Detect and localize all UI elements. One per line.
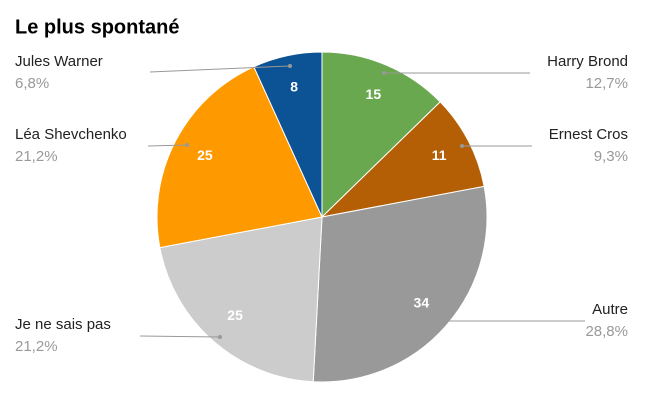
- slice-value-label: 25: [197, 147, 213, 163]
- pie-slice: [321, 51, 441, 219]
- percent-label: 21,2%: [15, 148, 58, 165]
- percent-label: 6,8%: [15, 75, 49, 92]
- pie-slice: [312, 185, 488, 383]
- legend-label: Jules Warner: [15, 53, 103, 70]
- percent-label: 28,8%: [585, 323, 628, 340]
- legend-label: Je ne sais pas: [15, 316, 111, 333]
- leader-line: [149, 65, 291, 73]
- slice-value-label: 15: [366, 86, 382, 102]
- legend-label: Léa Shevchenko: [15, 126, 127, 143]
- pie-slice: [156, 66, 323, 249]
- percent-label: 12,7%: [585, 75, 628, 92]
- slice-value-label: 25: [227, 307, 243, 323]
- legend-label: Autre: [592, 301, 628, 318]
- slice-value-label: 34: [414, 295, 430, 311]
- legend-label: Ernest Cros: [549, 126, 628, 143]
- leader-dot: [382, 71, 386, 75]
- legend-label: Harry Brond: [547, 53, 628, 70]
- percent-label: 21,2%: [15, 338, 58, 355]
- leader-dot: [460, 144, 464, 148]
- slice-value-label: 11: [432, 147, 447, 163]
- pie-slice: [159, 216, 323, 383]
- leader-dot: [218, 335, 222, 339]
- chart-title: Le plus spontané: [15, 16, 179, 38]
- leader-line: [147, 144, 188, 147]
- leader-line: [139, 335, 221, 338]
- pie-slice: [253, 51, 323, 218]
- pie-slice: [320, 101, 485, 218]
- percent-label: 9,3%: [594, 148, 628, 165]
- slice-value-label: 8: [290, 79, 298, 95]
- leader-dot: [442, 319, 446, 323]
- leader-dot: [185, 143, 189, 147]
- leader-dot: [288, 64, 292, 68]
